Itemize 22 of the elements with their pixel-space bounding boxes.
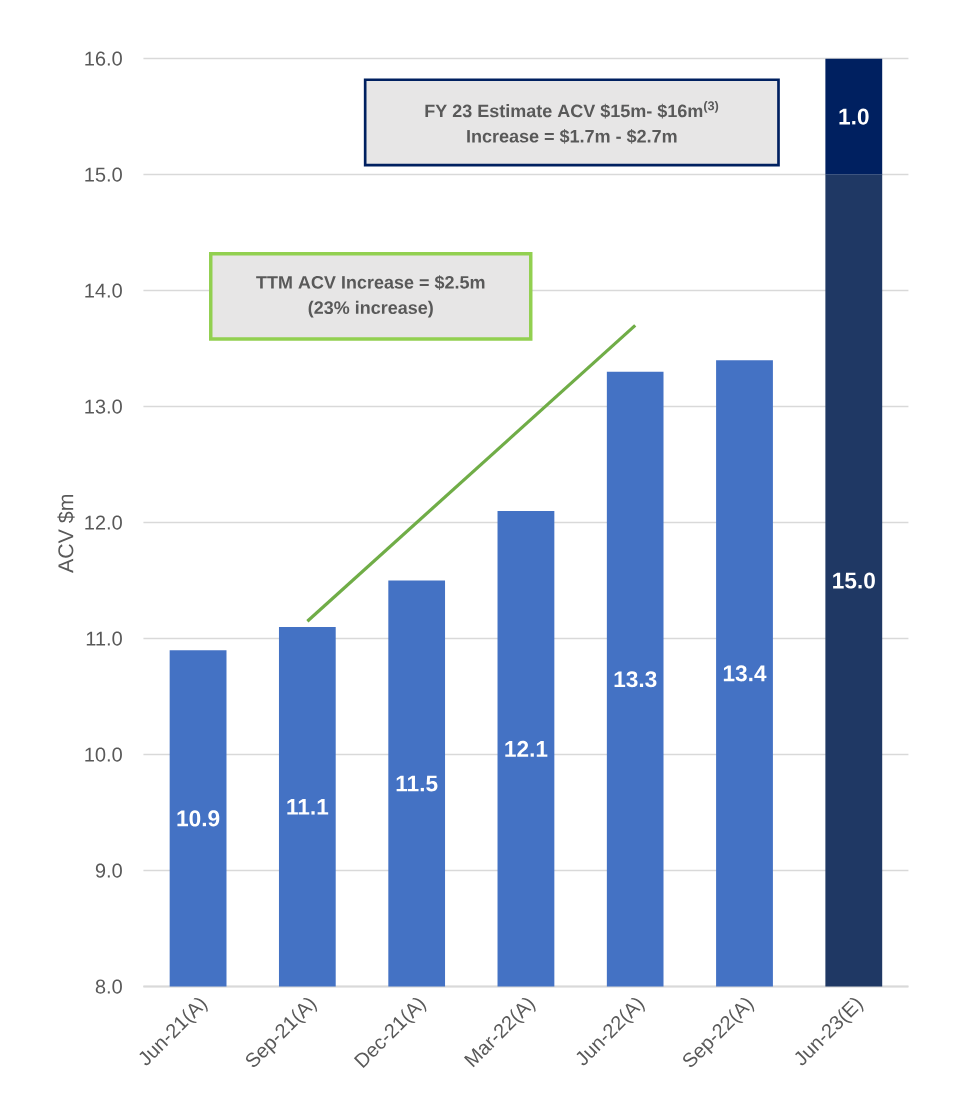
y-tick-label: 11.0 [86, 631, 122, 646]
data-label: 1.0 [839, 108, 869, 125]
y-tick-label: 16.0 [85, 51, 122, 66]
y-tick-label: 13.0 [85, 399, 122, 414]
data-label: 10.9 [177, 810, 220, 827]
data-label: 11.1 [287, 798, 329, 815]
y-tick-label: 8.0 [95, 979, 122, 994]
y-axis-title: ACV $m [57, 494, 75, 573]
data-label: 13.3 [614, 671, 657, 688]
y-tick-label: 15.0 [85, 167, 122, 182]
annotation: FY 23 Estimate ACV $15m- $16m$^{(3)}$ [425, 101, 719, 119]
y-tick-label: 14.0 [85, 283, 122, 298]
annotation: (23% increase) [308, 300, 433, 318]
y-tick-label: 12.0 [85, 515, 122, 530]
data-label: 12.1 [505, 740, 548, 757]
data-label: 11.5 [396, 775, 438, 792]
data-label: 13.4 [723, 665, 767, 682]
data-label: 15.0 [833, 572, 875, 589]
y-tick-label: 9.0 [95, 863, 122, 878]
annotation: TTM ACV Increase = $2.5m [256, 275, 485, 290]
y-tick-label: 10.0 [85, 747, 122, 762]
annotation: Increase = $1.7m - $2.7m [467, 129, 677, 144]
